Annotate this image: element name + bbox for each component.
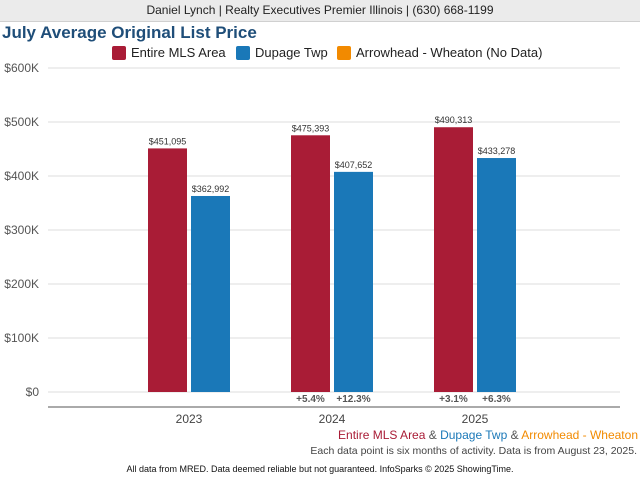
y-tick-label: $600K — [4, 61, 39, 75]
data-label: $433,278 — [478, 146, 516, 156]
change-label: +3.1% — [439, 394, 468, 405]
x-tick-label: 2024 — [319, 412, 346, 426]
data-label: $490,313 — [435, 115, 473, 125]
bar-entire-mls-area-2025 — [434, 127, 473, 392]
footnote-separator: & — [507, 428, 522, 442]
bar-entire-mls-area-2023 — [148, 148, 187, 392]
footnote-series-arrowhead-wheaton: Arrowhead - Wheaton — [521, 428, 638, 442]
data-label: $451,095 — [149, 136, 187, 146]
chart-title: July Average Original List Price — [2, 23, 257, 42]
footnote-series-entire-mls: Entire MLS Area — [338, 428, 426, 442]
bar-chart: $0 $100K $200K $300K $400K $500K $600K 2023 $451… — [4, 61, 620, 426]
legend-swatch-dupage-twp — [236, 46, 250, 60]
y-tick-label: $0 — [26, 385, 40, 399]
y-tick-label: $300K — [4, 223, 39, 237]
disclaimer-footer: All data from MRED. Data deemed reliable… — [0, 459, 640, 480]
data-label: $407,652 — [335, 160, 373, 170]
bar-dupage-twp-2023 — [191, 195, 230, 392]
bar-dupage-twp-2025 — [477, 158, 516, 392]
bar-dupage-twp-2024 — [334, 171, 373, 392]
footnote-separator: & — [425, 428, 441, 442]
data-label: $475,393 — [292, 123, 330, 133]
legend-swatch-entire-mls — [112, 46, 126, 60]
change-label: +12.3% — [336, 394, 370, 405]
bar-entire-mls-area-2024 — [291, 135, 330, 392]
y-tick-label: $400K — [4, 169, 39, 183]
data-note: Each data point is six months of activit… — [310, 445, 637, 457]
x-tick-label: 2023 — [176, 412, 203, 426]
footnote-series-dupage-twp: Dupage Twp — [440, 428, 508, 442]
legend-label-dupage-twp: Dupage Twp — [255, 45, 328, 60]
x-tick-label: 2025 — [462, 412, 489, 426]
change-label: +6.3% — [482, 394, 511, 405]
legend-swatch-arrowhead-wheaton — [337, 46, 351, 60]
y-tick-label: $100K — [4, 331, 39, 345]
agent-header: Daniel Lynch | Realty Executives Premier… — [0, 0, 640, 22]
legend-label-entire-mls: Entire MLS Area — [131, 45, 226, 60]
y-tick-label: $500K — [4, 115, 39, 129]
chart-legend: Entire MLS Area Dupage Twp Arrowhead - W… — [0, 45, 640, 63]
data-label: $362,992 — [192, 184, 230, 194]
footnote-series-line: Entire MLS Area & Dupage Twp & Arrowhead… — [338, 428, 638, 442]
y-tick-label: $200K — [4, 277, 39, 291]
change-label: +5.4% — [296, 394, 325, 405]
legend-label-arrowhead-wheaton: Arrowhead - Wheaton (No Data) — [356, 45, 543, 60]
